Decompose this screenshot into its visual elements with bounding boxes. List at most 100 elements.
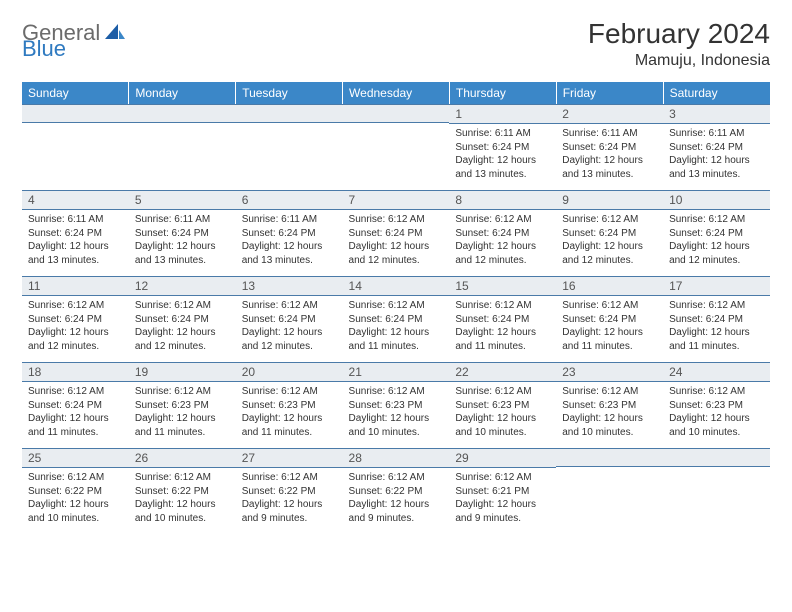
weekday-header: Wednesday	[343, 82, 450, 104]
calendar-cell: 23Sunrise: 6:12 AMSunset: 6:23 PMDayligh…	[556, 362, 663, 448]
calendar-cell: 2Sunrise: 6:11 AMSunset: 6:24 PMDaylight…	[556, 104, 663, 190]
calendar-cell: 25Sunrise: 6:12 AMSunset: 6:22 PMDayligh…	[22, 448, 129, 534]
day-details: Sunrise: 6:12 AMSunset: 6:24 PMDaylight:…	[663, 296, 770, 356]
day-number: 20	[236, 362, 343, 382]
day-details: Sunrise: 6:12 AMSunset: 6:24 PMDaylight:…	[343, 210, 450, 270]
day-details: Sunrise: 6:12 AMSunset: 6:24 PMDaylight:…	[449, 296, 556, 356]
day-details: Sunrise: 6:11 AMSunset: 6:24 PMDaylight:…	[556, 124, 663, 184]
empty-day-number	[236, 104, 343, 123]
day-details: Sunrise: 6:12 AMSunset: 6:24 PMDaylight:…	[449, 210, 556, 270]
weekday-header: Sunday	[22, 82, 129, 104]
empty-day-number	[22, 104, 129, 123]
day-number: 7	[343, 190, 450, 210]
day-number: 8	[449, 190, 556, 210]
calendar-cell: 21Sunrise: 6:12 AMSunset: 6:23 PMDayligh…	[343, 362, 450, 448]
day-details: Sunrise: 6:12 AMSunset: 6:22 PMDaylight:…	[236, 468, 343, 528]
empty-day-number	[129, 104, 236, 123]
empty-day-number	[556, 448, 663, 467]
day-details: Sunrise: 6:12 AMSunset: 6:23 PMDaylight:…	[556, 382, 663, 442]
day-number: 1	[449, 104, 556, 124]
day-number: 12	[129, 276, 236, 296]
calendar-row: 1Sunrise: 6:11 AMSunset: 6:24 PMDaylight…	[22, 104, 770, 190]
calendar-cell: 9Sunrise: 6:12 AMSunset: 6:24 PMDaylight…	[556, 190, 663, 276]
day-number: 16	[556, 276, 663, 296]
calendar-cell: 22Sunrise: 6:12 AMSunset: 6:23 PMDayligh…	[449, 362, 556, 448]
calendar-cell: 13Sunrise: 6:12 AMSunset: 6:24 PMDayligh…	[236, 276, 343, 362]
page-header: General February 2024 Mamuju, Indonesia	[22, 18, 770, 70]
calendar-cell: 24Sunrise: 6:12 AMSunset: 6:23 PMDayligh…	[663, 362, 770, 448]
empty-day-number	[663, 448, 770, 467]
day-details: Sunrise: 6:12 AMSunset: 6:24 PMDaylight:…	[556, 210, 663, 270]
calendar-table: SundayMondayTuesdayWednesdayThursdayFrid…	[22, 82, 770, 534]
calendar-cell: 19Sunrise: 6:12 AMSunset: 6:23 PMDayligh…	[129, 362, 236, 448]
calendar-row: 11Sunrise: 6:12 AMSunset: 6:24 PMDayligh…	[22, 276, 770, 362]
weekday-header: Thursday	[449, 82, 556, 104]
weekday-header: Friday	[556, 82, 663, 104]
calendar-cell: 5Sunrise: 6:11 AMSunset: 6:24 PMDaylight…	[129, 190, 236, 276]
day-details: Sunrise: 6:12 AMSunset: 6:23 PMDaylight:…	[663, 382, 770, 442]
calendar-cell	[343, 104, 450, 190]
day-number: 11	[22, 276, 129, 296]
calendar-cell: 10Sunrise: 6:12 AMSunset: 6:24 PMDayligh…	[663, 190, 770, 276]
day-details: Sunrise: 6:11 AMSunset: 6:24 PMDaylight:…	[236, 210, 343, 270]
calendar-row: 25Sunrise: 6:12 AMSunset: 6:22 PMDayligh…	[22, 448, 770, 534]
day-number: 2	[556, 104, 663, 124]
calendar-cell: 12Sunrise: 6:12 AMSunset: 6:24 PMDayligh…	[129, 276, 236, 362]
month-title: February 2024	[588, 18, 770, 50]
day-number: 13	[236, 276, 343, 296]
calendar-cell: 4Sunrise: 6:11 AMSunset: 6:24 PMDaylight…	[22, 190, 129, 276]
day-details: Sunrise: 6:12 AMSunset: 6:24 PMDaylight:…	[343, 296, 450, 356]
calendar-cell: 26Sunrise: 6:12 AMSunset: 6:22 PMDayligh…	[129, 448, 236, 534]
calendar-cell: 1Sunrise: 6:11 AMSunset: 6:24 PMDaylight…	[449, 104, 556, 190]
calendar-cell: 11Sunrise: 6:12 AMSunset: 6:24 PMDayligh…	[22, 276, 129, 362]
calendar-row: 4Sunrise: 6:11 AMSunset: 6:24 PMDaylight…	[22, 190, 770, 276]
day-number: 6	[236, 190, 343, 210]
day-number: 29	[449, 448, 556, 468]
day-number: 26	[129, 448, 236, 468]
day-number: 3	[663, 104, 770, 124]
day-details: Sunrise: 6:12 AMSunset: 6:22 PMDaylight:…	[129, 468, 236, 528]
day-details: Sunrise: 6:12 AMSunset: 6:24 PMDaylight:…	[663, 210, 770, 270]
day-number: 5	[129, 190, 236, 210]
brand-part2: Blue	[22, 38, 66, 60]
weekday-header: Monday	[129, 82, 236, 104]
day-details: Sunrise: 6:12 AMSunset: 6:23 PMDaylight:…	[343, 382, 450, 442]
day-number: 17	[663, 276, 770, 296]
calendar-cell: 16Sunrise: 6:12 AMSunset: 6:24 PMDayligh…	[556, 276, 663, 362]
day-details: Sunrise: 6:12 AMSunset: 6:23 PMDaylight:…	[449, 382, 556, 442]
weekday-header-row: SundayMondayTuesdayWednesdayThursdayFrid…	[22, 82, 770, 104]
day-number: 23	[556, 362, 663, 382]
day-details: Sunrise: 6:11 AMSunset: 6:24 PMDaylight:…	[449, 124, 556, 184]
calendar-cell: 8Sunrise: 6:12 AMSunset: 6:24 PMDaylight…	[449, 190, 556, 276]
calendar-cell: 6Sunrise: 6:11 AMSunset: 6:24 PMDaylight…	[236, 190, 343, 276]
calendar-cell: 29Sunrise: 6:12 AMSunset: 6:21 PMDayligh…	[449, 448, 556, 534]
calendar-body: 1Sunrise: 6:11 AMSunset: 6:24 PMDaylight…	[22, 104, 770, 534]
day-details: Sunrise: 6:12 AMSunset: 6:24 PMDaylight:…	[22, 296, 129, 356]
weekday-header: Saturday	[663, 82, 770, 104]
day-number: 19	[129, 362, 236, 382]
empty-day-number	[343, 104, 450, 123]
day-number: 25	[22, 448, 129, 468]
day-details: Sunrise: 6:12 AMSunset: 6:24 PMDaylight:…	[129, 296, 236, 356]
day-details: Sunrise: 6:12 AMSunset: 6:22 PMDaylight:…	[22, 468, 129, 528]
calendar-cell	[129, 104, 236, 190]
day-details: Sunrise: 6:12 AMSunset: 6:23 PMDaylight:…	[129, 382, 236, 442]
day-details: Sunrise: 6:12 AMSunset: 6:24 PMDaylight:…	[236, 296, 343, 356]
calendar-cell: 14Sunrise: 6:12 AMSunset: 6:24 PMDayligh…	[343, 276, 450, 362]
day-details: Sunrise: 6:12 AMSunset: 6:21 PMDaylight:…	[449, 468, 556, 528]
day-details: Sunrise: 6:12 AMSunset: 6:24 PMDaylight:…	[556, 296, 663, 356]
day-details: Sunrise: 6:11 AMSunset: 6:24 PMDaylight:…	[129, 210, 236, 270]
day-number: 24	[663, 362, 770, 382]
calendar-cell	[22, 104, 129, 190]
day-details: Sunrise: 6:12 AMSunset: 6:23 PMDaylight:…	[236, 382, 343, 442]
brand-sail-icon	[105, 24, 125, 45]
calendar-cell	[556, 448, 663, 534]
calendar-cell: 3Sunrise: 6:11 AMSunset: 6:24 PMDaylight…	[663, 104, 770, 190]
day-number: 4	[22, 190, 129, 210]
calendar-cell: 15Sunrise: 6:12 AMSunset: 6:24 PMDayligh…	[449, 276, 556, 362]
location: Mamuju, Indonesia	[588, 52, 770, 70]
day-number: 14	[343, 276, 450, 296]
calendar-row: 18Sunrise: 6:12 AMSunset: 6:24 PMDayligh…	[22, 362, 770, 448]
day-number: 27	[236, 448, 343, 468]
day-details: Sunrise: 6:12 AMSunset: 6:24 PMDaylight:…	[22, 382, 129, 442]
